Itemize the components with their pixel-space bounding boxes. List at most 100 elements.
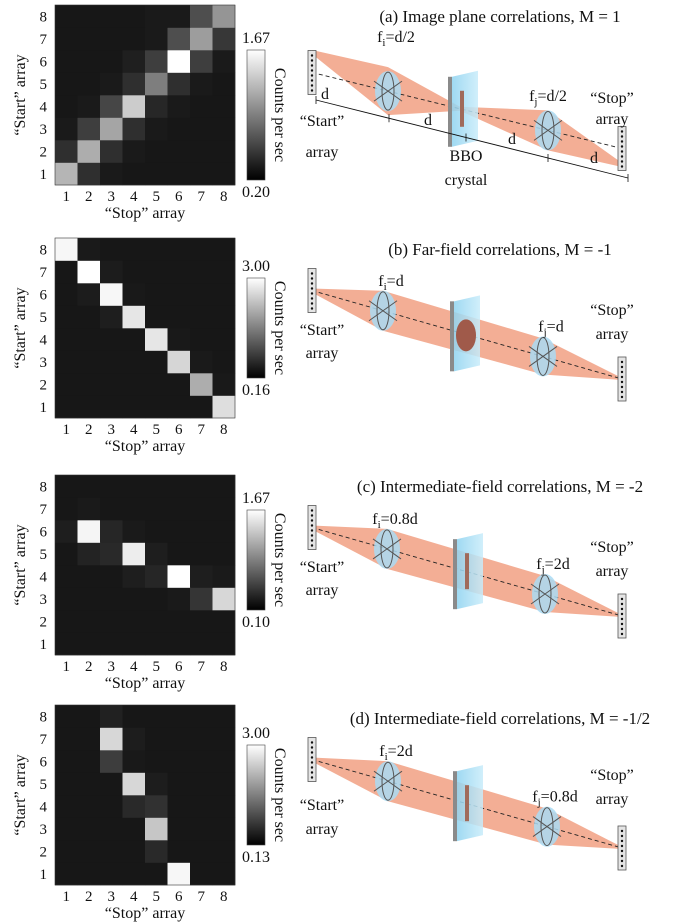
heatmap-cell xyxy=(55,95,78,118)
heatmap-cell xyxy=(100,27,123,51)
detector-pixel xyxy=(620,385,624,389)
detector-pixel xyxy=(310,756,314,759)
heatmap-frame xyxy=(54,4,236,186)
heatmap-cell xyxy=(167,565,191,588)
heatmap-cell xyxy=(55,632,78,656)
heatmap-cell xyxy=(212,520,236,543)
bbo-crystal-icon xyxy=(450,295,480,372)
x-tick-label: 7 xyxy=(198,189,206,205)
heatmap-cell xyxy=(122,565,146,588)
lens-outline xyxy=(376,291,390,331)
detector-pixel xyxy=(310,539,314,542)
detector-pixel xyxy=(310,79,314,82)
heatmap-cell xyxy=(55,610,78,633)
heatmap-cell xyxy=(190,610,213,633)
heatmap-cell xyxy=(190,328,213,351)
heatmap-cell xyxy=(212,373,236,396)
heatmap-cell xyxy=(122,50,146,73)
heatmap-cell xyxy=(77,72,101,96)
detector-pixel xyxy=(620,160,624,163)
colorbar-title: Counts per sec xyxy=(271,748,288,842)
heatmap-cell xyxy=(55,350,78,374)
heatmap-cell xyxy=(167,140,191,163)
heatmap-cell xyxy=(212,817,236,841)
start-array-label: array xyxy=(306,345,339,362)
heatmap-cell xyxy=(212,497,236,521)
heatmap-d xyxy=(54,704,236,886)
heatmap-cell xyxy=(145,862,168,886)
heatmap-cell xyxy=(145,610,168,633)
start-array-label: array xyxy=(306,582,339,599)
detector-pixel xyxy=(620,135,624,138)
detector-pixel xyxy=(620,155,624,158)
heatmap-cell xyxy=(55,27,78,51)
heatmap-cell xyxy=(77,795,101,818)
heatmap-cell xyxy=(167,862,191,886)
beam-spot xyxy=(465,553,469,590)
x-tick-label: 8 xyxy=(220,189,228,205)
heatmap-cell xyxy=(55,260,78,284)
start-array-label: “Start” xyxy=(300,559,344,576)
heatmap-cell xyxy=(100,542,123,566)
heatmap-cell xyxy=(100,587,123,611)
lens-j-label: fj=0.8d xyxy=(532,789,577,809)
lens-i-label: fi=2d xyxy=(379,743,412,763)
detector-pixel xyxy=(620,390,624,394)
heatmap-cell xyxy=(122,497,146,521)
y-tick-label: 7 xyxy=(40,265,48,281)
heatmap-cell xyxy=(77,50,101,73)
heatmap-cell xyxy=(77,140,101,163)
y-tick-label: 3 xyxy=(40,592,48,608)
y-axis-label: “Start” array xyxy=(12,54,29,135)
y-tick-label: 3 xyxy=(40,822,48,838)
heatmap-cell xyxy=(212,542,236,566)
heatmap-cell xyxy=(100,705,123,728)
heatmap-cell xyxy=(145,772,168,796)
x-tick-label: 3 xyxy=(108,422,116,438)
x-tick-label: 1 xyxy=(63,189,71,205)
heatmap-cell xyxy=(55,238,78,261)
heatmap-cell xyxy=(212,840,236,863)
heatmap-cell xyxy=(77,350,101,374)
detector-pixel xyxy=(620,395,624,399)
heatmap-cell xyxy=(190,283,213,306)
heatmap-cell xyxy=(190,840,213,863)
lens-mark xyxy=(372,538,402,560)
lens-mark xyxy=(373,770,403,792)
lens-i-label: fi=d xyxy=(378,273,403,293)
detector-pixel xyxy=(310,766,314,769)
heatmap-cell xyxy=(100,795,123,818)
x-tick-label: 6 xyxy=(175,659,183,675)
y-tick-label: 3 xyxy=(40,355,48,371)
detector-pixel xyxy=(620,864,624,868)
beam-spot xyxy=(456,319,476,352)
x-tick-label: 8 xyxy=(220,422,228,438)
heatmap-cell xyxy=(77,862,101,886)
stop-array-label: array xyxy=(596,563,629,580)
heatmap-cell xyxy=(190,542,213,566)
heatmap-cell xyxy=(77,750,101,773)
heatmap-cell xyxy=(167,817,191,841)
heatmap-cell xyxy=(190,632,213,656)
lens-i-icon xyxy=(373,71,403,112)
heatmap-cell xyxy=(190,5,213,28)
heatmap-cell xyxy=(167,5,191,28)
start-array-label: array xyxy=(306,821,339,838)
detector-pixel xyxy=(620,360,624,364)
x-axis-label: “Stop” array xyxy=(105,438,185,455)
heatmap-a xyxy=(54,4,236,186)
heatmap-cell xyxy=(77,542,101,566)
heatmap-cell xyxy=(55,475,78,498)
heatmap-cell xyxy=(145,260,168,284)
crystal-edge xyxy=(453,771,457,842)
heatmap-cell xyxy=(145,705,168,728)
y-tick-label: 8 xyxy=(40,479,48,495)
beam-spot xyxy=(460,90,464,127)
heatmap-cell xyxy=(167,497,191,521)
x-tick-label: 5 xyxy=(153,189,161,205)
heatmap-cell xyxy=(212,587,236,611)
distance-arrows: d d d d xyxy=(315,86,629,182)
heatmap-cell xyxy=(55,497,78,521)
heatmap-cell xyxy=(100,305,123,329)
